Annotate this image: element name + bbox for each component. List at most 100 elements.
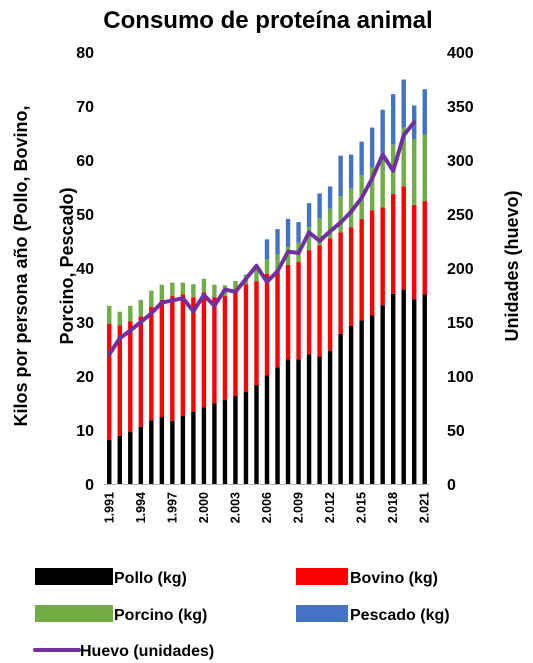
y-tick-right-300: 300 (447, 153, 474, 170)
y-axis-title-left-line1: Kilos por persona año (Pollo, Bovino, (11, 105, 31, 426)
legend-item-huevo: Huevo (unidades) (33, 643, 214, 660)
x-tick-2018: 2.018 (386, 492, 400, 523)
bar-porcino-2014 (348, 188, 354, 228)
bar-bovino-2013 (338, 232, 343, 334)
bar-pescado-2017 (380, 109, 385, 160)
bar-porcino-1993 (128, 305, 133, 322)
bar-bovino-2007 (275, 271, 280, 368)
bar-pollo-2021 (422, 294, 427, 484)
bar-bovino-1997 (170, 296, 175, 421)
y-tick-right-350: 350 (447, 99, 474, 116)
bar-pollo-2005 (254, 385, 259, 484)
bar-bovino-2014 (348, 227, 354, 326)
bar-pescado-2014 (348, 154, 354, 189)
bar-pollo-2018 (390, 293, 396, 484)
x-tick-1994: 1.994 (134, 492, 148, 523)
x-tick-2021: 2.021 (418, 492, 432, 523)
bar-pescado-2012 (327, 186, 333, 209)
huevo-line-group (107, 120, 417, 357)
legend: Pollo (kg) Bovino (kg) Porcino (kg) Pesc… (33, 568, 450, 660)
bar-porcino-2012 (327, 208, 333, 239)
bar-porcino-1996 (159, 284, 165, 300)
bar-pollo-2003 (233, 395, 238, 484)
bar-pollo-2001 (212, 403, 217, 484)
bar-pollo-2013 (338, 333, 343, 484)
bar-pescado-2009 (296, 222, 301, 243)
bar-pescado-2007 (275, 229, 280, 254)
bar-pollo-2010 (306, 354, 312, 484)
y-tick-left-70: 70 (76, 99, 94, 116)
y-tick-left-60: 60 (76, 153, 94, 170)
bar-pollo-2014 (348, 325, 354, 484)
bar-pollo-2016 (369, 315, 375, 484)
y-axis-title-right: Unidades (huevo) (502, 190, 522, 341)
bars (107, 79, 427, 484)
bar-pescado-2015 (359, 141, 364, 176)
bar-pescado-2019 (401, 79, 406, 128)
bar-pollo-2009 (296, 359, 301, 484)
bar-bovino-2015 (359, 218, 364, 321)
legend-swatch-porcino (35, 605, 113, 622)
bar-porcino-2011 (317, 218, 322, 246)
bar-porcino-1995 (149, 290, 154, 307)
bar-pollo-2011 (317, 356, 322, 484)
legend-item-porcino: Porcino (kg) (35, 605, 207, 624)
bar-porcino-2021 (422, 134, 427, 202)
bar-pollo-2004 (243, 391, 249, 484)
y-tick-left-20: 20 (76, 369, 94, 386)
bar-porcino-2016 (369, 167, 375, 211)
bar-pollo-1999 (191, 411, 196, 484)
y-tick-left-40: 40 (76, 261, 94, 278)
legend-label-porcino: Porcino (kg) (114, 607, 207, 624)
legend-swatch-pescado (296, 605, 348, 622)
bar-bovino-2018 (390, 194, 396, 294)
bar-pollo-2015 (359, 320, 364, 484)
bar-bovino-1999 (191, 297, 196, 412)
bar-porcino-2000 (201, 278, 207, 293)
y-tick-right-250: 250 (447, 207, 474, 224)
bar-porcino-2003 (233, 280, 238, 291)
bar-porcino-2006 (264, 259, 270, 274)
y-axis-title-left-line2: Porcino, Pescado) (57, 187, 77, 344)
bar-pescado-2018 (390, 94, 396, 145)
bar-bovino-2019 (401, 186, 406, 290)
bar-pescado-2016 (369, 127, 375, 168)
bar-bovino-1991 (107, 323, 112, 440)
bar-pollo-2006 (264, 375, 270, 484)
bar-porcino-1992 (117, 311, 122, 326)
y-tick-left-30: 30 (76, 315, 94, 332)
y-tick-left-80: 80 (76, 45, 94, 62)
x-tick-2012: 2.012 (323, 492, 337, 523)
legend-label-pescado: Pescado (kg) (350, 607, 450, 624)
bar-bovino-1992 (117, 325, 122, 436)
bar-bovino-2012 (327, 238, 333, 351)
bar-porcino-1999 (191, 284, 196, 298)
bar-bovino-2008 (285, 264, 291, 360)
bar-bovino-2010 (306, 250, 312, 355)
legend-swatch-bovino (296, 568, 348, 585)
bar-pollo-1993 (128, 431, 133, 484)
x-tick-2000: 2.000 (197, 492, 211, 523)
legend-label-huevo: Huevo (unidades) (80, 643, 214, 660)
huevo-line (107, 120, 417, 357)
bar-porcino-2019 (401, 127, 406, 187)
bar-pescado-2010 (306, 203, 312, 227)
bar-pescado-2013 (338, 155, 343, 197)
bar-bovino-2003 (233, 290, 238, 396)
bar-pollo-2012 (327, 350, 333, 484)
bar-bovino-2000 (201, 292, 207, 408)
bar-pollo-2008 (285, 359, 291, 484)
legend-label-bovino: Bovino (kg) (350, 570, 438, 587)
bar-pollo-2000 (201, 407, 207, 484)
bar-bovino-2016 (369, 210, 375, 316)
bar-bovino-1996 (159, 299, 165, 418)
bar-porcino-2001 (212, 284, 217, 298)
bar-pollo-1994 (138, 426, 144, 484)
bar-bovino-1995 (149, 306, 154, 421)
x-tick-2006: 2.006 (260, 492, 274, 523)
legend-swatch-pollo (35, 568, 113, 585)
y-tick-right-100: 100 (447, 369, 474, 386)
bar-bovino-2004 (243, 284, 249, 392)
y-tick-right-200: 200 (447, 261, 474, 278)
x-tick-1991: 1.991 (102, 492, 116, 523)
